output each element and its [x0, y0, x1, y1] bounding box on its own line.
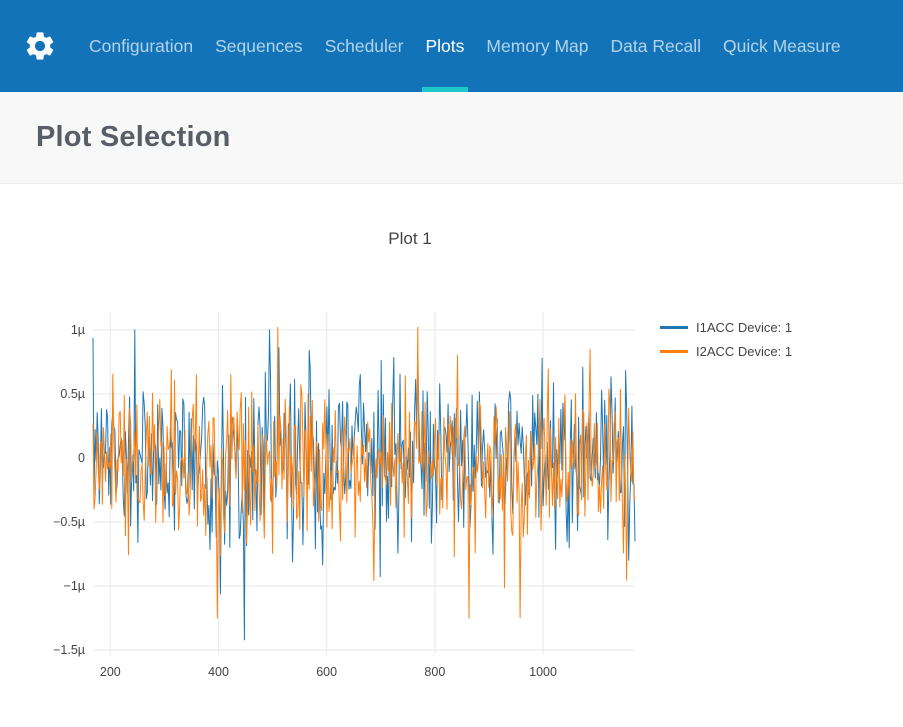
page-header: Plot Selection — [0, 92, 903, 184]
page-title: Plot Selection — [36, 121, 231, 153]
nav-item-configuration[interactable]: Configuration — [89, 36, 194, 56]
nav-item-plots[interactable]: Plots — [415, 0, 476, 92]
legend-label: I1ACC Device: 1 — [696, 320, 793, 335]
svg-text:1000: 1000 — [529, 665, 557, 679]
chart-legend: I1ACC Device: 1 I2ACC Device: 1 — [660, 320, 792, 368]
legend-swatch — [660, 350, 688, 353]
nav-item-scheduler[interactable]: Scheduler — [324, 36, 404, 56]
legend-swatch — [660, 326, 688, 329]
nav-item-data-recall[interactable]: Data Recall — [610, 36, 701, 56]
chart-area: Plot 1 200 400 600 800 1000 1µ 0.5µ 0 −0.5µ −1µ −1.… — [0, 184, 903, 714]
nav-item-quick-measure[interactable]: Quick Measure — [722, 36, 841, 56]
svg-text:0.5µ: 0.5µ — [60, 387, 85, 401]
svg-text:800: 800 — [424, 665, 445, 679]
svg-text:400: 400 — [208, 665, 229, 679]
svg-text:−1µ: −1µ — [64, 579, 85, 593]
svg-text:0: 0 — [78, 451, 85, 465]
plot-canvas[interactable]: Plot 1 200 400 600 800 1000 1µ 0.5µ 0 −0.5µ −1µ −1.… — [0, 184, 903, 704]
nav-item-memory-map[interactable]: Memory Map — [486, 36, 589, 56]
svg-text:−1.5µ: −1.5µ — [53, 643, 85, 657]
legend-label: I2ACC Device: 1 — [696, 344, 793, 359]
legend-item-series2[interactable]: I2ACC Device: 1 — [660, 344, 792, 359]
settings-gear-icon[interactable] — [22, 28, 58, 64]
nav-item-sequences[interactable]: Sequences — [215, 36, 303, 56]
svg-text:600: 600 — [316, 665, 337, 679]
svg-text:1µ: 1µ — [71, 323, 85, 337]
top-nav: Configuration Sequences Scheduler Plots … — [0, 0, 903, 92]
svg-text:200: 200 — [100, 665, 121, 679]
svg-text:−0.5µ: −0.5µ — [53, 515, 85, 529]
svg-text:Plot 1: Plot 1 — [388, 229, 431, 248]
legend-item-series1[interactable]: I1ACC Device: 1 — [660, 320, 792, 335]
